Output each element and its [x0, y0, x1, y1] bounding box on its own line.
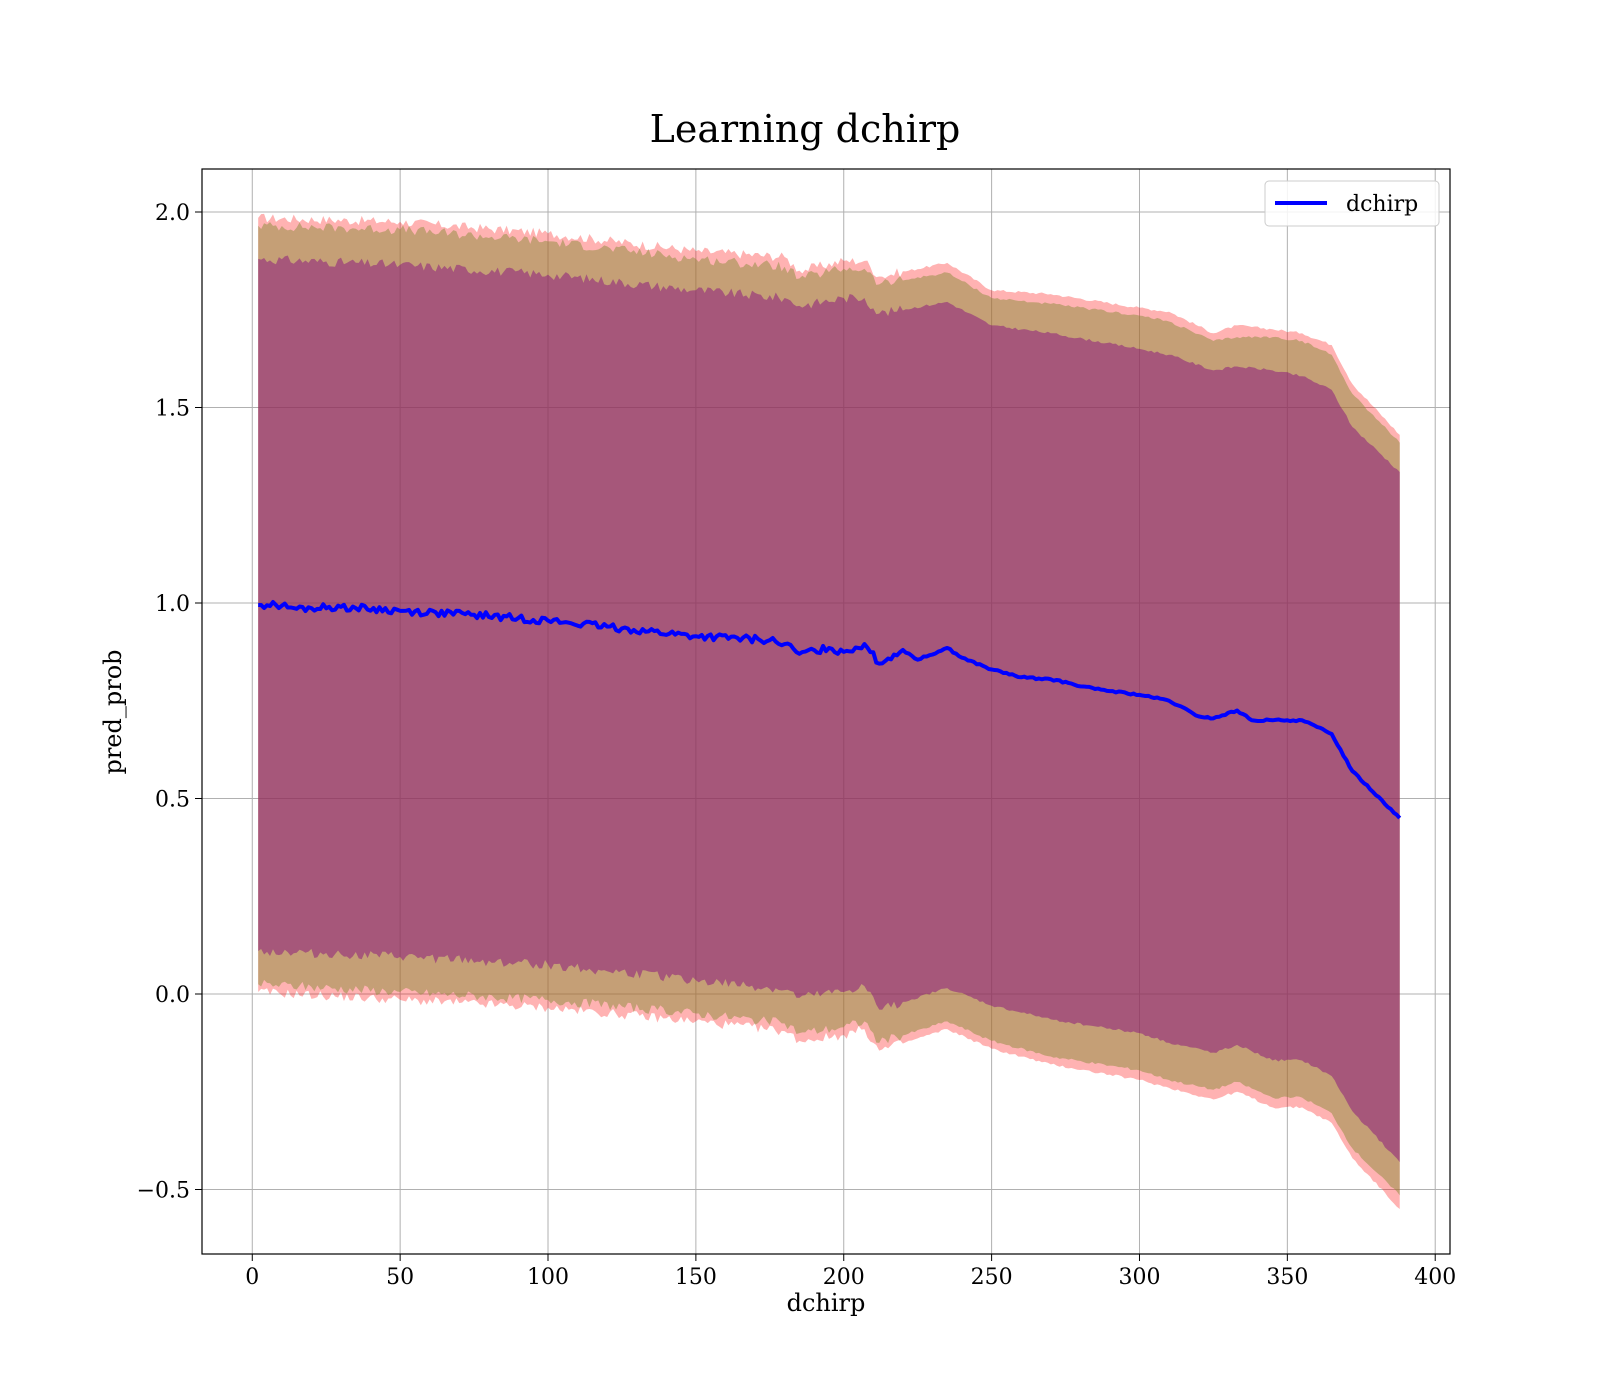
y-axis-ticks: −0.5 0.0 0.5 1.0 1.5 2.0 — [137, 201, 202, 1203]
x-tick-label: 200 — [823, 1265, 865, 1290]
x-axis-ticks: 0 50 100 150 200 250 300 350 400 — [245, 1254, 1456, 1290]
x-tick-label: 250 — [971, 1265, 1013, 1290]
series-line-dchirp — [258, 599, 1402, 820]
band-inner — [258, 255, 1400, 1163]
legend-label: dchirp — [1346, 192, 1418, 217]
x-tick-label: 400 — [1414, 1265, 1456, 1290]
band-middle — [258, 222, 1400, 1196]
y-tick-label: −0.5 — [137, 1178, 190, 1203]
x-tick-label: 350 — [1266, 1265, 1308, 1290]
legend-box — [1264, 180, 1440, 227]
y-tick-label: 2.0 — [155, 201, 190, 226]
y-tick-label: 0.0 — [155, 983, 190, 1008]
x-tick-label: 50 — [386, 1265, 414, 1290]
x-tick-label: 300 — [1118, 1265, 1160, 1290]
chart-title: Learning dchirp — [650, 107, 961, 151]
y-tick-label: 1.5 — [155, 397, 190, 422]
y-axis-label: pred_prob — [99, 649, 127, 774]
confidence-bands — [258, 213, 1400, 1210]
x-tick-label: 150 — [675, 1265, 717, 1290]
legend: dchirp — [1264, 180, 1440, 227]
x-axis-label: dchirp — [787, 1289, 866, 1317]
x-tick-label: 100 — [527, 1265, 569, 1290]
y-tick-label: 0.5 — [155, 787, 190, 812]
series-lines — [258, 599, 1402, 820]
y-tick-label: 1.0 — [155, 592, 190, 617]
x-tick-label: 0 — [245, 1265, 259, 1290]
plot-frame — [201, 168, 1451, 1255]
